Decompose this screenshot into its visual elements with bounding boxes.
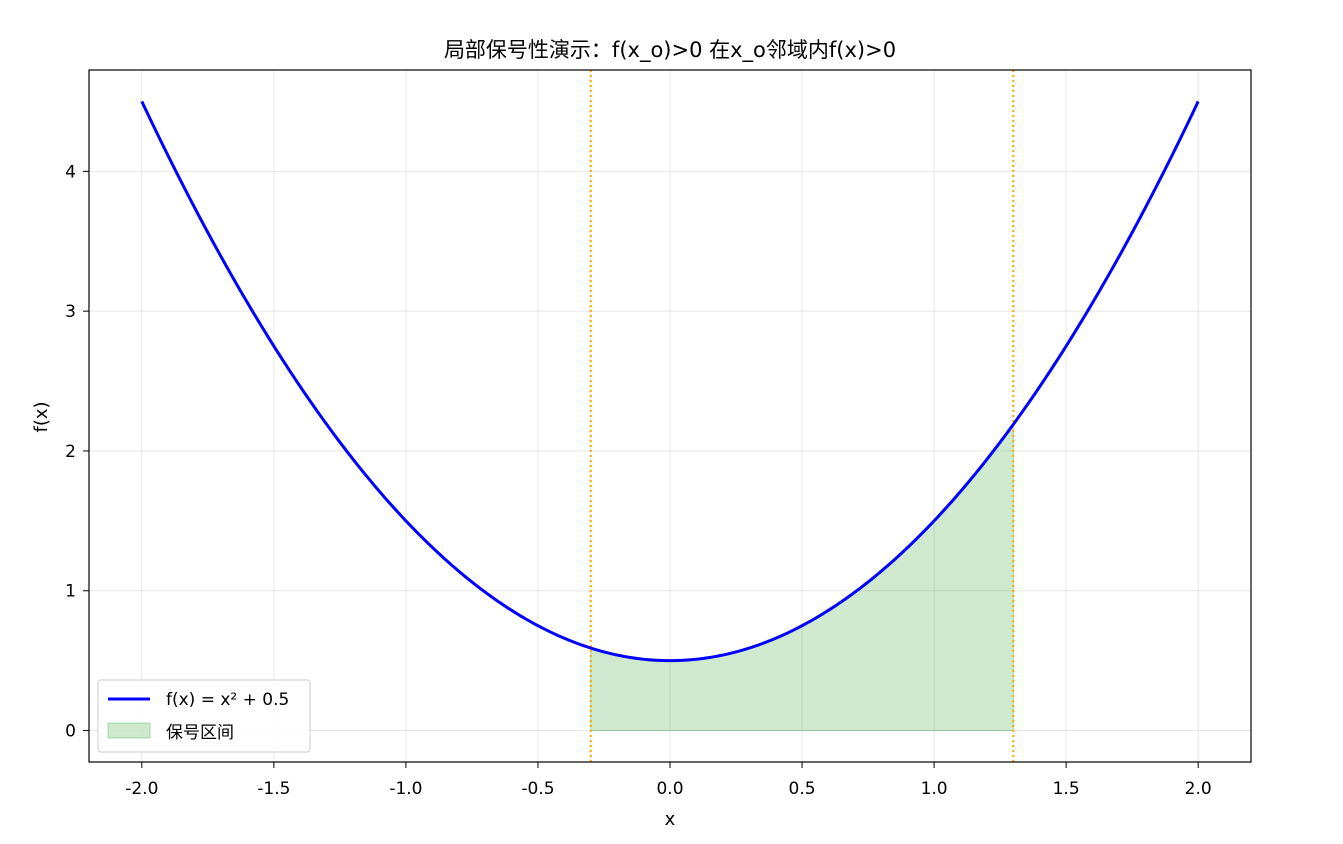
y-tick-label-1: 1 xyxy=(65,582,76,602)
curve-layer xyxy=(140,100,1200,663)
legend-label-fill: 保号区间 xyxy=(166,723,234,743)
legend-swatch-fill xyxy=(107,722,151,739)
x-tick-label-7: 1.5 xyxy=(1053,779,1080,799)
y-axis-ticks: 0 1 2 3 4 xyxy=(65,162,89,742)
chart-title: 局部保号性演示：f(x_o)>0 在x_o邻域内f(x)>0 xyxy=(444,38,896,63)
legend-box xyxy=(97,679,311,753)
x-tick-label-0: -2.0 xyxy=(125,779,158,799)
x-tick-label-1: -1.5 xyxy=(257,779,290,799)
series-curve xyxy=(140,100,1200,663)
legend: f(x) = x² + 0.5 保号区间 xyxy=(97,679,311,753)
x-tick-label-3: -0.5 xyxy=(521,779,554,799)
legend-label-curve: f(x) = x² + 0.5 xyxy=(166,690,289,710)
y-tick-label-4: 4 xyxy=(65,162,76,182)
y-tick-label-0: 0 xyxy=(65,722,76,742)
x-tick-label-4: 0.0 xyxy=(656,779,683,799)
x-tick-label-8: 2.0 xyxy=(1185,779,1212,799)
x-axis-ticks: -2.0 -1.5 -1.0 -0.5 0.0 0.5 1.0 1.5 2.0 xyxy=(125,762,1212,799)
y-tick-label-2: 2 xyxy=(65,442,76,462)
x-tick-label-2: -1.0 xyxy=(389,779,422,799)
grid xyxy=(89,70,1251,762)
y-tick-label-3: 3 xyxy=(65,302,76,322)
x-tick-label-6: 1.0 xyxy=(921,779,948,799)
y-axis-label: f(x) xyxy=(31,401,52,432)
x-tick-label-5: 0.5 xyxy=(789,779,816,799)
x-axis-label: x xyxy=(665,809,676,830)
